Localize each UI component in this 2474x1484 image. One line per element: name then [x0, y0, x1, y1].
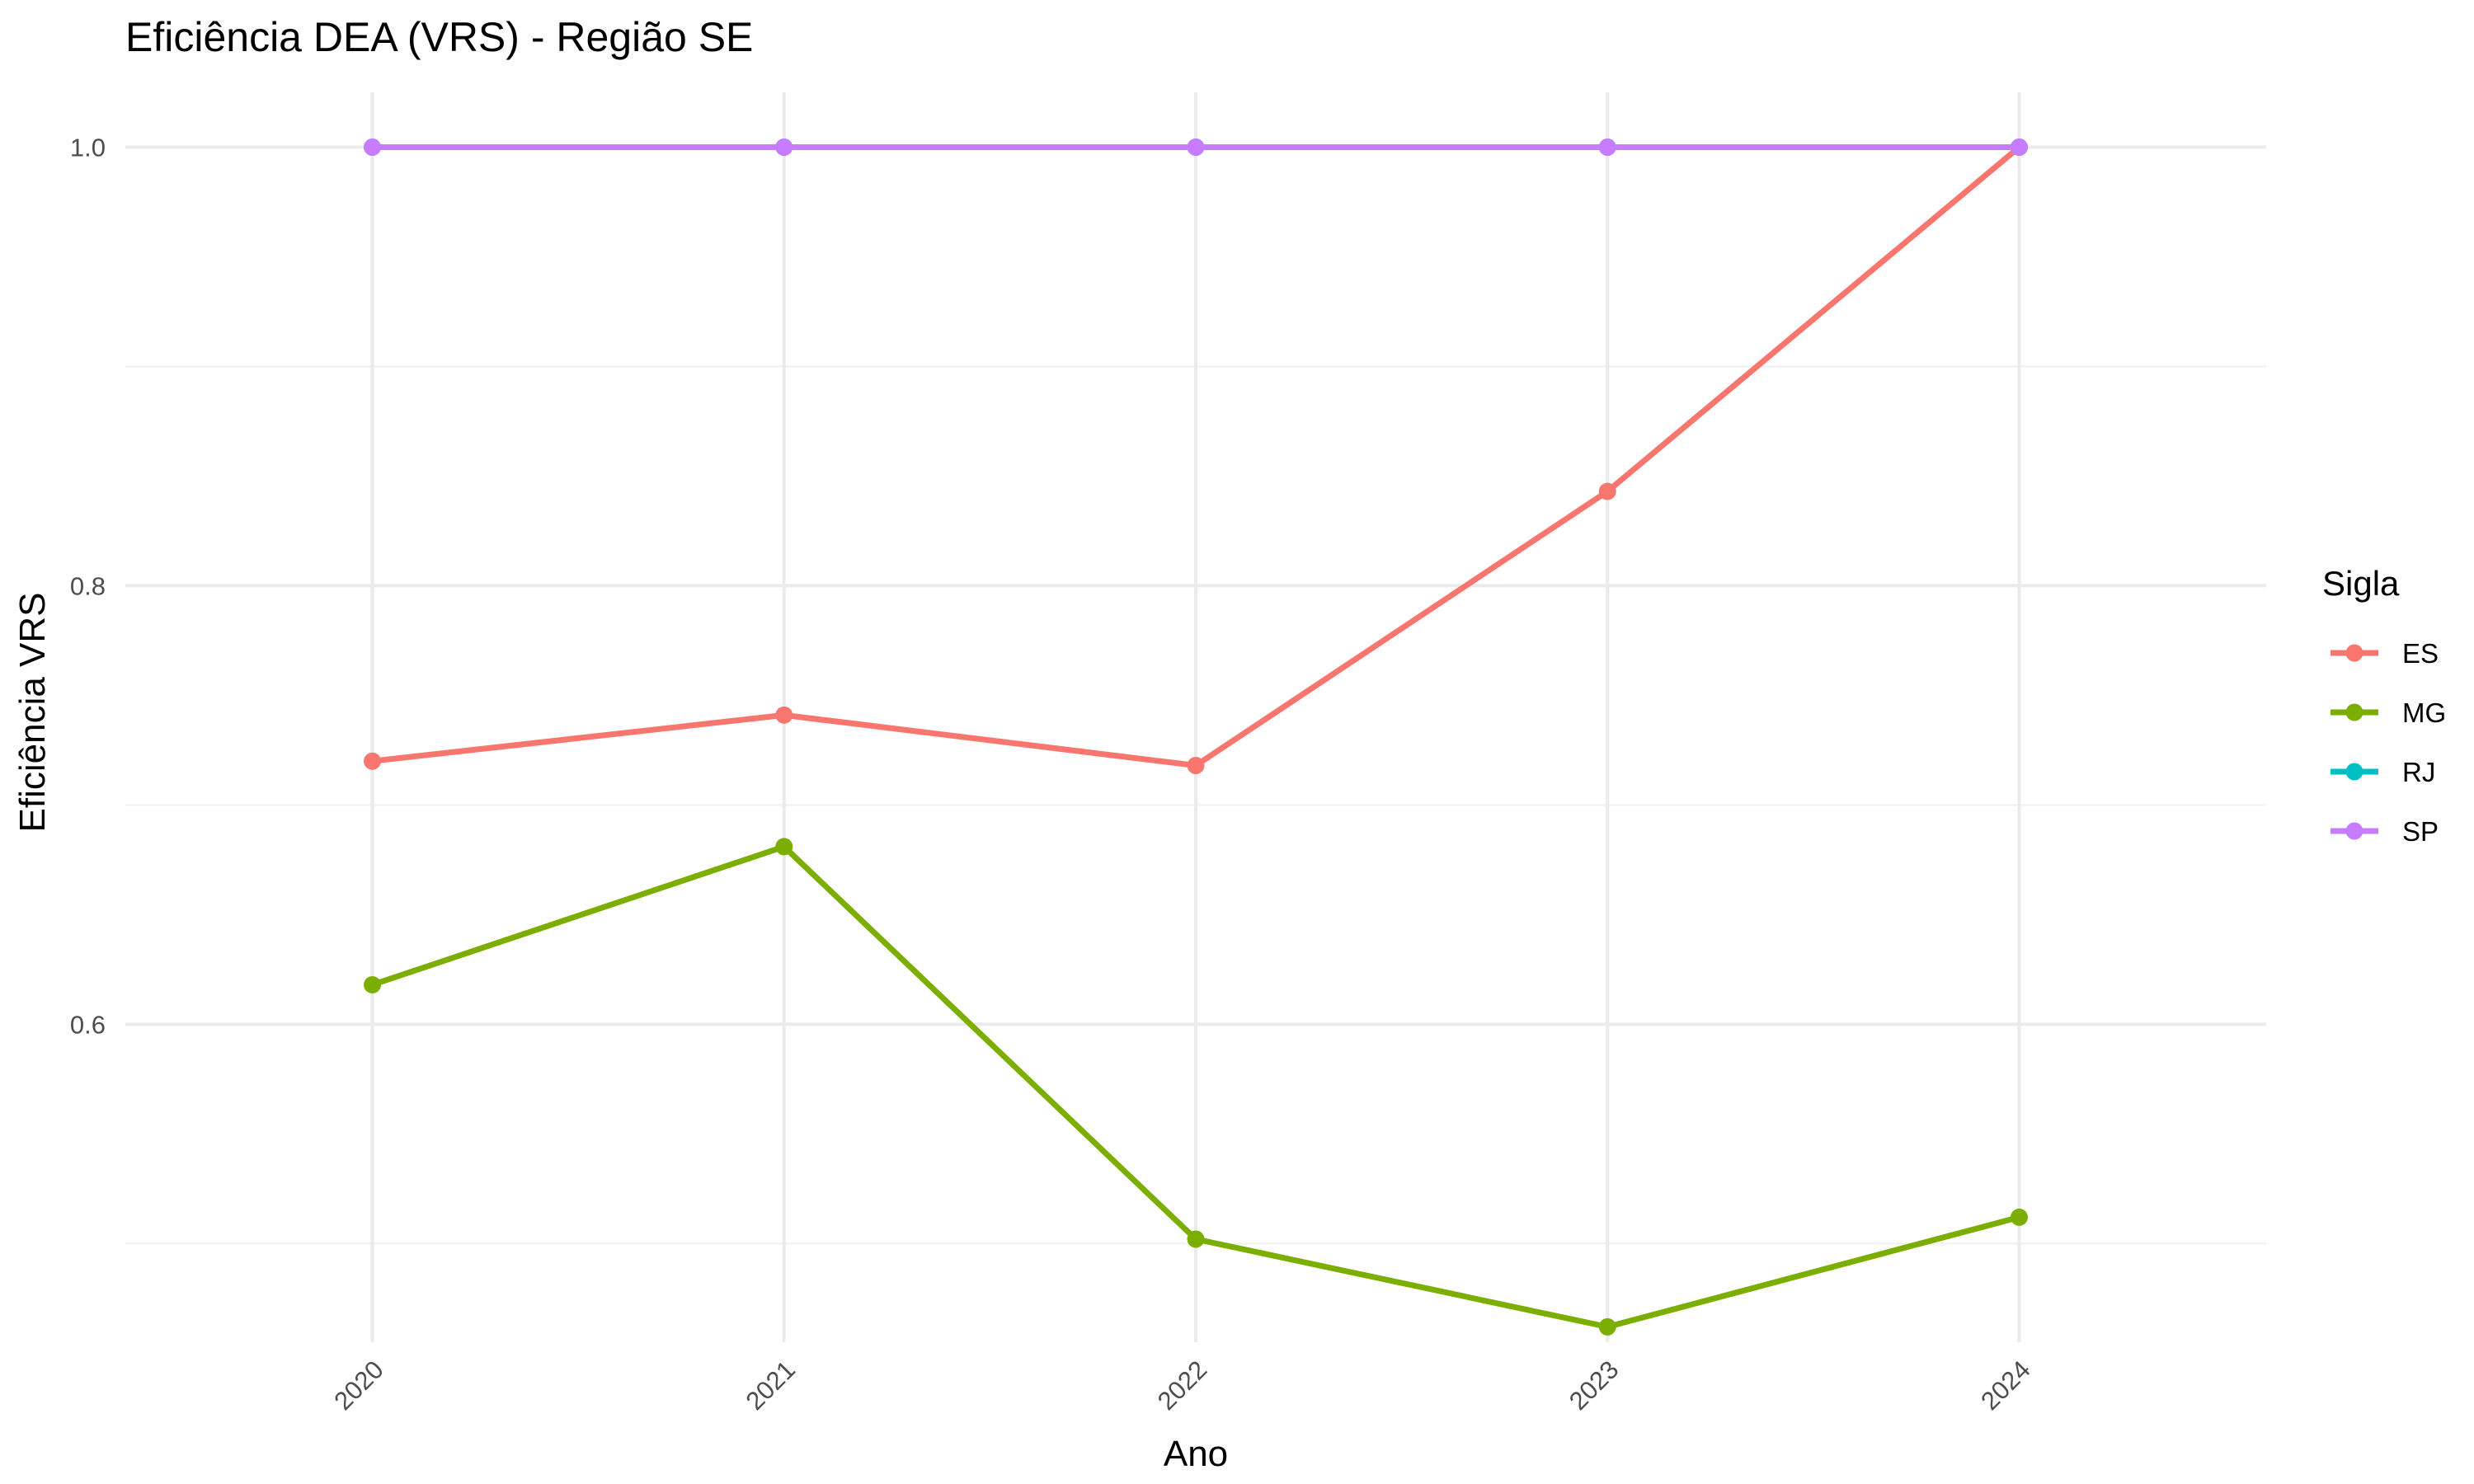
legend-key-point: [2345, 703, 2363, 721]
data-point-mg: [2010, 1208, 2028, 1226]
data-point-sp: [1598, 138, 1616, 156]
x-tick-label: 2024: [1975, 1355, 2036, 1416]
y-tick-label: 0.6: [70, 1010, 106, 1039]
x-tick-label: 2021: [741, 1355, 802, 1416]
x-axis-title: Ano: [1164, 1434, 1228, 1474]
series-es: [364, 138, 2028, 775]
data-point-mg: [364, 975, 382, 993]
data-point-mg: [1187, 1230, 1205, 1248]
legend-label: RJ: [2402, 757, 2435, 787]
legend-item-mg: MG: [2331, 697, 2446, 728]
legend-items: ES MG RJ SP: [2331, 638, 2446, 847]
legend-item-rj: RJ: [2331, 757, 2435, 787]
x-tick-label: 2020: [328, 1355, 389, 1416]
series-lines: [364, 138, 2028, 1336]
legend-key-point: [2345, 644, 2363, 662]
data-point-es: [1598, 482, 1616, 500]
legend-item-sp: SP: [2331, 816, 2439, 847]
data-point-es: [775, 706, 793, 724]
legend: Sigla ES MG RJ SP: [2322, 564, 2446, 847]
data-point-sp: [1187, 138, 1205, 156]
data-point-mg: [1598, 1317, 1616, 1336]
legend-label: ES: [2402, 638, 2439, 669]
series-mg: [364, 838, 2028, 1336]
legend-item-es: ES: [2331, 638, 2439, 669]
legend-key-point: [2345, 822, 2363, 840]
series-sp: [364, 138, 2028, 156]
y-tick-label: 1.0: [70, 133, 106, 162]
legend-key-point: [2345, 763, 2363, 781]
x-tick-label: 2022: [1152, 1355, 1213, 1416]
grid: [125, 92, 2266, 1342]
y-axis-ticks: 0.6 0.8 1.0: [70, 133, 106, 1039]
legend-label: SP: [2402, 816, 2439, 847]
x-axis-ticks: 2020 2021 2022 2023 2024: [328, 1355, 2035, 1416]
data-point-mg: [775, 838, 793, 856]
data-point-sp: [364, 138, 382, 156]
data-point-sp: [2010, 138, 2028, 156]
chart-title: Eficiência DEA (VRS) - Região SE: [125, 14, 753, 60]
data-point-sp: [775, 138, 793, 156]
x-tick-label: 2023: [1564, 1355, 1625, 1416]
y-axis-title: Eficiência VRS: [12, 592, 53, 832]
data-point-es: [1187, 757, 1205, 775]
legend-label: MG: [2402, 697, 2446, 728]
y-tick-label: 0.8: [70, 571, 106, 600]
data-point-es: [364, 752, 382, 770]
legend-title: Sigla: [2322, 564, 2400, 603]
